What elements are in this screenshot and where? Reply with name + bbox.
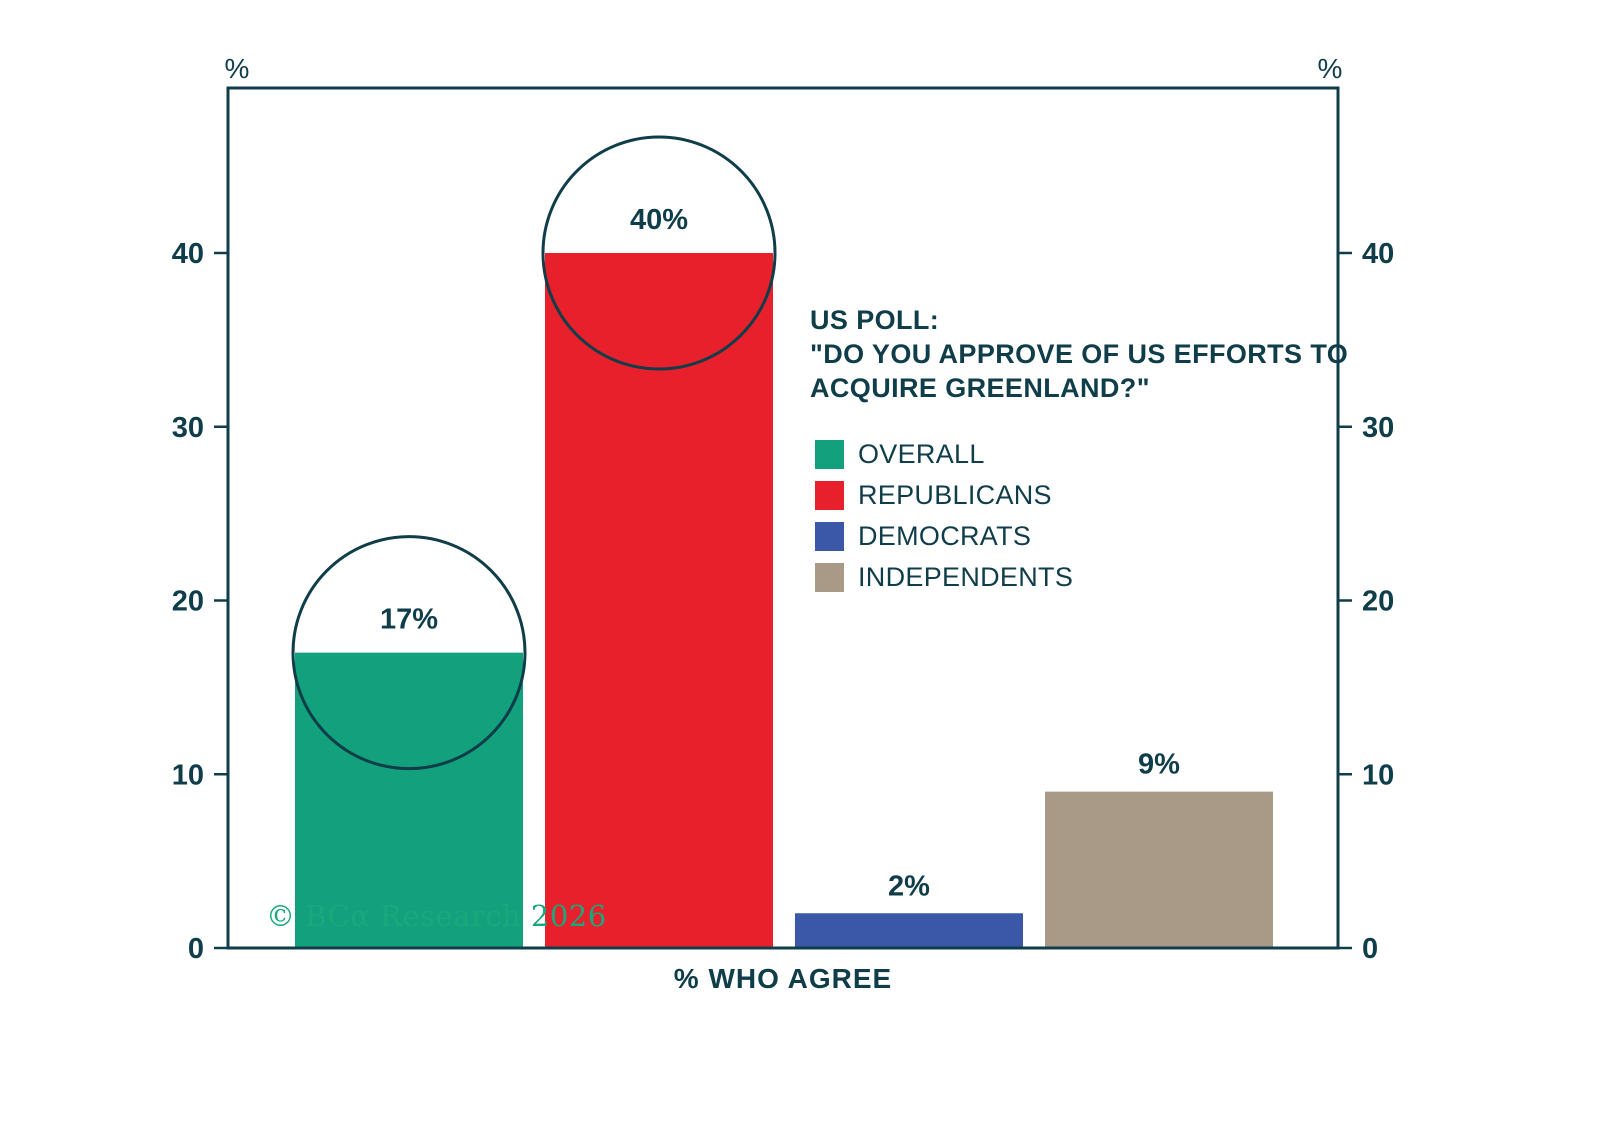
- ytick-label-left-40: 40: [172, 238, 204, 270]
- legend-item-republicans: REPUBLICANS: [815, 480, 1073, 510]
- legend-item-democrats: DEMOCRATS: [815, 521, 1073, 551]
- legend-swatch-overall: [815, 440, 844, 469]
- legend-label-independents: INDEPENDENTS: [858, 562, 1074, 592]
- bar-overall: [295, 652, 523, 948]
- ytick-label-left-20: 20: [172, 586, 204, 618]
- chart-title-line-1: US POLL:: [810, 305, 940, 335]
- value-label-republicans: 40%: [630, 204, 688, 236]
- highlight-circle-republicans: [541, 135, 777, 371]
- legend-swatch-republicans: [815, 481, 844, 510]
- chart-legend: OVERALL REPUBLICANS DEMOCRATS INDEPENDENTS: [815, 439, 1074, 604]
- x-axis-label: % WHO AGREE: [673, 963, 893, 994]
- bar-republicans: [545, 253, 773, 948]
- legend-item-overall: OVERALL: [815, 439, 1073, 469]
- ytick-label-right-10: 10: [1362, 759, 1394, 791]
- value-label-overall: 17%: [380, 604, 438, 636]
- copyright-text: © BCα Research 2026: [266, 899, 607, 933]
- ytick-label-left-0: 0: [188, 933, 204, 965]
- value-label-independents: 9%: [1138, 749, 1180, 781]
- legend-swatch-democrats: [815, 522, 844, 551]
- ytick-label-right-40: 40: [1362, 238, 1394, 270]
- value-label-democrats: 2%: [888, 870, 930, 902]
- axis-unit-right: %: [1318, 53, 1343, 84]
- bar-democrats: [795, 913, 1023, 948]
- legend-label-overall: OVERALL: [858, 439, 985, 469]
- chart-title: US POLL: "DO YOU APPROVE OF US EFFORTS T…: [810, 303, 1370, 405]
- ytick-label-left-30: 30: [172, 412, 204, 444]
- ytick-label-right-20: 20: [1362, 586, 1394, 618]
- chart-title-line-2: "DO YOU APPROVE OF US EFFORTS TO: [810, 339, 1349, 369]
- ytick-label-right-30: 30: [1362, 412, 1394, 444]
- plot-frame: [226, 86, 1340, 950]
- legend-label-democrats: DEMOCRATS: [858, 521, 1032, 551]
- bar-independents: [1045, 791, 1273, 948]
- chart-title-line-3: ACQUIRE GREENLAND?": [810, 373, 1150, 403]
- ytick-label-left-10: 10: [172, 759, 204, 791]
- axis-unit-left: %: [225, 53, 250, 84]
- ytick-label-right-0: 0: [1362, 933, 1378, 965]
- legend-label-republicans: REPUBLICANS: [858, 480, 1052, 510]
- highlight-circle-overall: [291, 535, 527, 771]
- legend-item-independents: INDEPENDENTS: [815, 562, 1074, 592]
- legend-swatch-independents: [815, 563, 844, 592]
